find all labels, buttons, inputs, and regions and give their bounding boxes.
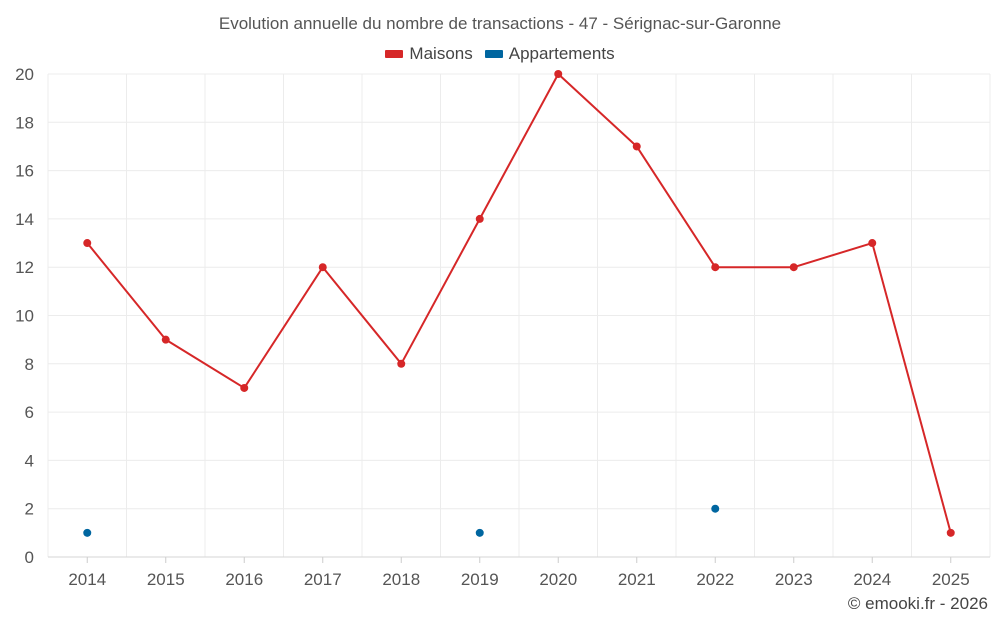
y-tick-label: 20 — [15, 65, 34, 84]
x-tick-label: 2016 — [225, 570, 263, 589]
legend-item-maisons[interactable]: Maisons — [385, 44, 473, 64]
legend-swatch-appartements — [484, 50, 503, 58]
credit: © emooki.fr - 2026 — [847, 594, 988, 613]
data-point-maisons — [318, 263, 327, 272]
x-tick-label: 2020 — [539, 570, 577, 589]
y-tick-label: 14 — [15, 210, 34, 229]
y-tick-label: 0 — [25, 548, 34, 567]
x-tick-label: 2025 — [932, 570, 970, 589]
data-point-maisons — [554, 70, 563, 78]
y-tick-label: 12 — [15, 258, 34, 277]
legend-swatch-maisons — [385, 50, 404, 58]
data-point-appartements — [711, 504, 720, 513]
data-point-maisons — [632, 142, 641, 151]
x-tick-label: 2018 — [382, 570, 420, 589]
y-tick-label: 16 — [15, 162, 34, 181]
legend-item-appartements[interactable]: Appartements — [484, 44, 615, 64]
y-tick-label: 2 — [25, 500, 34, 519]
y-tick-label: 8 — [25, 355, 34, 374]
x-tick-label: 2017 — [304, 570, 342, 589]
series-line-maisons — [86, 73, 952, 534]
chart-title: Evolution annuelle du nombre de transact… — [218, 14, 782, 33]
data-point-maisons — [868, 239, 877, 248]
data-point-maisons — [946, 528, 955, 537]
y-tick-label: 18 — [15, 113, 34, 132]
data-point-appartements — [475, 528, 484, 537]
legend-label-maisons: Maisons — [409, 44, 473, 63]
x-tick-label: 2023 — [775, 570, 813, 589]
data-point-appartements — [83, 528, 92, 537]
x-tick-label: 2024 — [853, 570, 891, 589]
x-tick-label: 2015 — [147, 570, 185, 589]
x-tick-label: 2019 — [461, 570, 499, 589]
data-point-maisons — [240, 383, 249, 392]
data-point-maisons — [475, 214, 484, 223]
data-point-maisons — [161, 335, 170, 344]
y-tick-label: 10 — [15, 307, 34, 326]
data-point-maisons — [711, 263, 720, 272]
data-point-maisons — [83, 239, 92, 248]
y-tick-label: 4 — [25, 451, 34, 470]
legend-label-appartements: Appartements — [508, 44, 615, 63]
legend: Maisons Appartements — [0, 44, 1000, 64]
x-tick-label: 2014 — [68, 570, 106, 589]
x-tick-label: 2021 — [618, 570, 656, 589]
data-point-maisons — [789, 263, 798, 272]
x-tick-label: 2022 — [696, 570, 734, 589]
data-point-maisons — [397, 359, 406, 368]
y-tick-label: 6 — [25, 403, 34, 422]
